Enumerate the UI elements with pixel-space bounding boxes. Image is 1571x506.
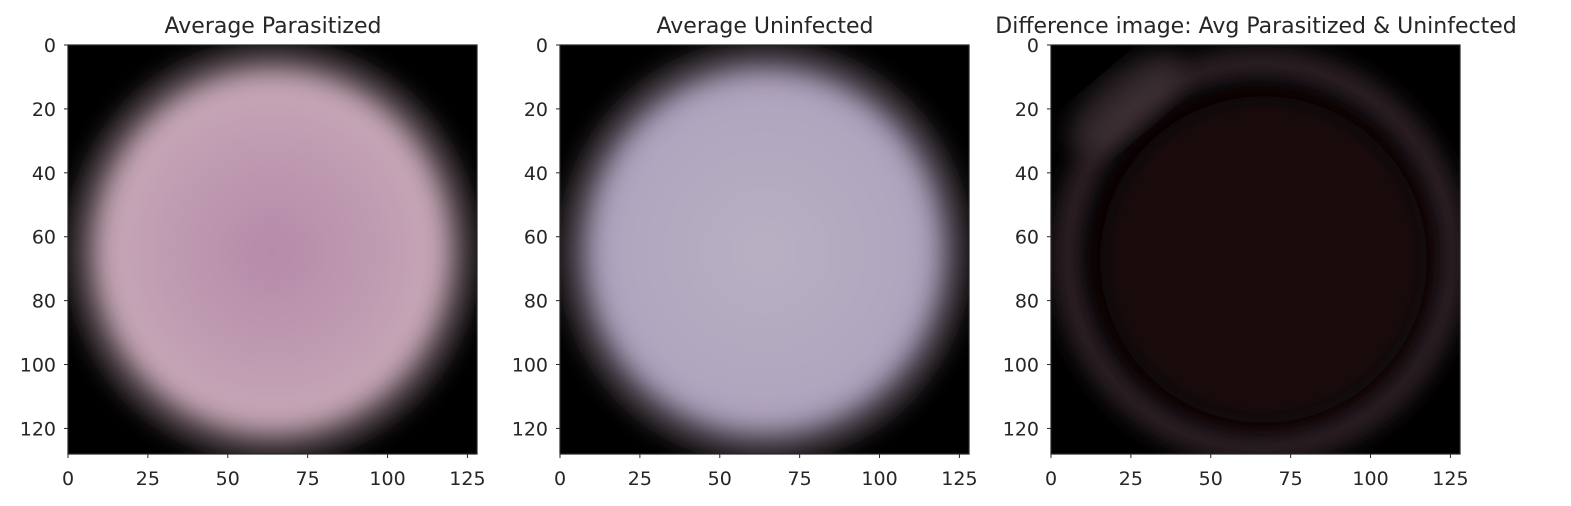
- y-tick-label: 120: [512, 418, 548, 440]
- y-tick-label: 40: [524, 163, 548, 185]
- y-tick-label: 120: [1003, 418, 1039, 440]
- x-tick-label: 25: [136, 468, 160, 490]
- x-tick-label: 0: [554, 468, 566, 490]
- panel-1: Average Parasitized 0 25 50 75 100 125 0 20 40 60 8…: [20, 14, 486, 490]
- panel-title: Average Uninfected: [657, 14, 874, 39]
- x-tick-label: 25: [628, 468, 652, 490]
- axes-frame: [67, 44, 478, 455]
- panel-3: Difference image: Avg Parasitized & Unin…: [995, 14, 1516, 490]
- y-tick-label: 40: [1015, 163, 1039, 185]
- y-tick-label: 100: [512, 355, 548, 377]
- x-tick-label: 0: [1045, 468, 1057, 490]
- y-tick-label: 20: [1015, 99, 1039, 121]
- y-tick-label: 80: [524, 291, 548, 313]
- x-tick-label: 0: [62, 468, 74, 490]
- x-tick-label: 125: [449, 468, 485, 490]
- y-tick-label: 20: [32, 99, 56, 121]
- y-tick-label: 0: [44, 35, 56, 57]
- x-tick-label: 25: [1119, 468, 1143, 490]
- disc: [570, 53, 959, 450]
- difference-core: [1099, 95, 1428, 424]
- panels-layer: Average Parasitized 0 25 50 75 100 125 0 20 40 60 8…: [20, 14, 1517, 490]
- x-tick-label: 125: [941, 468, 977, 490]
- image-content: [560, 45, 969, 454]
- y-tick-label: 40: [32, 163, 56, 185]
- y-tick-label: 60: [1015, 227, 1039, 249]
- axes-frame: [1050, 44, 1461, 455]
- y-tick-label: 100: [20, 355, 56, 377]
- y-tick-label: 100: [1003, 355, 1039, 377]
- image-content: [68, 45, 477, 454]
- x-tick-label: 50: [708, 468, 732, 490]
- x-tick-label: 75: [788, 468, 812, 490]
- difference-highlight: [1067, 51, 1182, 153]
- x-tick-label: 75: [1279, 468, 1303, 490]
- image-content: [1053, 49, 1460, 454]
- panel-2: Average Uninfected 0 25 50 75 100 125 0 20 40 60 80…: [512, 14, 978, 490]
- y-tick-label: 20: [524, 99, 548, 121]
- y-tick-label: 80: [32, 291, 56, 313]
- y-tick-label: 0: [536, 35, 548, 57]
- x-tick-label: 100: [369, 468, 405, 490]
- x-tick-label: 100: [1352, 468, 1388, 490]
- x-tick-label: 125: [1432, 468, 1468, 490]
- difference-ring: [1053, 49, 1460, 454]
- y-tick-label: 120: [20, 418, 56, 440]
- x-tick-label: 50: [1199, 468, 1223, 490]
- panel-title: Difference image: Avg Parasitized & Unin…: [995, 14, 1516, 39]
- y-tick-label: 60: [524, 227, 548, 249]
- x-tick-label: 75: [296, 468, 320, 490]
- disc: [78, 53, 467, 450]
- y-tick-label: 0: [1027, 35, 1039, 57]
- y-tick-label: 80: [1015, 291, 1039, 313]
- axes-frame: [559, 44, 970, 455]
- x-tick-label: 100: [861, 468, 897, 490]
- x-tick-label: 50: [216, 468, 240, 490]
- y-tick-label: 60: [32, 227, 56, 249]
- panel-title: Average Parasitized: [165, 14, 382, 39]
